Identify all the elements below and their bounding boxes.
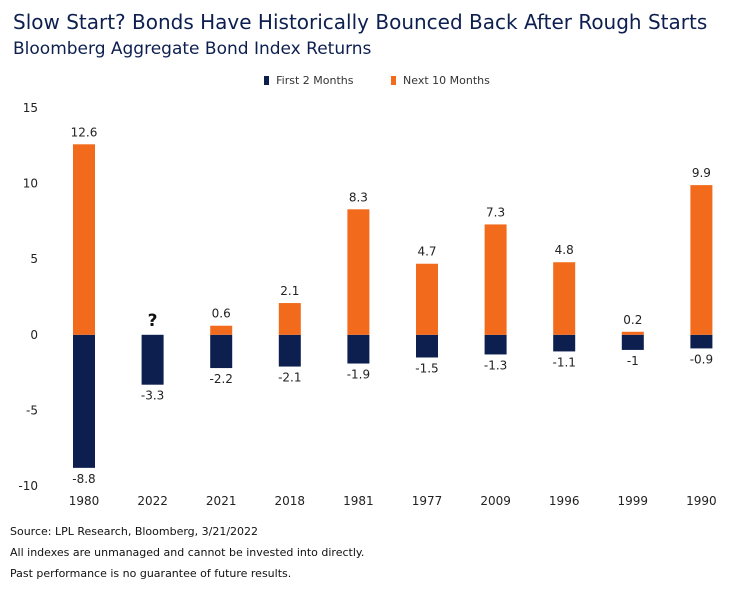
data-label-first-2-months: -1.1 bbox=[552, 355, 575, 369]
bar-next-10-months bbox=[347, 209, 370, 335]
y-tick-label: 10 bbox=[23, 177, 38, 191]
chart-subtitle: Bloomberg Aggregate Bond Index Returns bbox=[13, 39, 372, 59]
y-tick-label: -5 bbox=[26, 403, 38, 417]
data-label-next-10-months: 12.6 bbox=[71, 125, 98, 139]
x-tick-label: 2022 bbox=[137, 494, 168, 508]
bar-next-10-months bbox=[278, 303, 301, 335]
legend-swatch-first-2-months bbox=[264, 76, 270, 85]
bar-chart: 15 10 5 0 -5 -10 -8.8 12.6 1980 -3.3? 2022 -2.2 0.6 2… bbox=[18, 101, 717, 508]
bar-first-2-months bbox=[347, 334, 370, 364]
data-label-unknown: ? bbox=[148, 311, 158, 331]
x-tick-label: 2018 bbox=[275, 494, 306, 508]
bar-first-2-months bbox=[278, 334, 301, 367]
x-tick-label: 1999 bbox=[618, 494, 649, 508]
y-tick-label: -10 bbox=[18, 479, 38, 493]
x-tick-label: 1981 bbox=[343, 494, 374, 508]
data-label-next-10-months: 0.6 bbox=[212, 307, 231, 321]
data-label-first-2-months: -2.2 bbox=[209, 372, 232, 386]
data-label-first-2-months: -1 bbox=[627, 354, 639, 368]
x-tick-label: 1977 bbox=[412, 494, 443, 508]
bar-next-10-months bbox=[416, 263, 438, 335]
bar-first-2-months bbox=[416, 334, 438, 358]
data-label-first-2-months: -8.8 bbox=[72, 472, 95, 486]
bar-first-2-months bbox=[690, 334, 713, 349]
legend-item-next-10-months: Next 10 Months bbox=[391, 74, 490, 87]
bar-next-10-months bbox=[553, 262, 576, 335]
bar-next-10-months bbox=[210, 325, 233, 335]
x-tick-label: 2021 bbox=[206, 494, 237, 508]
legend-label-next-10-months: Next 10 Months bbox=[403, 74, 490, 87]
bar-first-2-months bbox=[141, 334, 164, 385]
data-label-next-10-months: 4.8 bbox=[555, 243, 574, 257]
data-label-next-10-months: 8.3 bbox=[349, 190, 368, 204]
performance-note: Past performance is no guarantee of futu… bbox=[10, 567, 292, 580]
bar-first-2-months bbox=[73, 334, 95, 468]
data-label-next-10-months: 4.7 bbox=[417, 245, 436, 259]
x-tick-label: 1996 bbox=[549, 494, 580, 508]
data-label-first-2-months: -1.3 bbox=[484, 358, 507, 372]
chart-title: Slow Start? Bonds Have Historically Boun… bbox=[13, 10, 708, 34]
legend-swatch-next-10-months bbox=[391, 76, 397, 85]
chart-legend: First 2 Months Next 10 Months bbox=[0, 74, 754, 88]
bar-next-10-months bbox=[621, 331, 644, 335]
x-tick-label: 1990 bbox=[686, 494, 717, 508]
data-label-first-2-months: -0.9 bbox=[690, 352, 713, 366]
x-tick-label: 1980 bbox=[69, 494, 100, 508]
data-label-first-2-months: -1.5 bbox=[415, 361, 438, 375]
data-label-first-2-months: -3.3 bbox=[141, 389, 164, 403]
bar-next-10-months bbox=[690, 185, 713, 335]
bar-next-10-months bbox=[73, 144, 95, 335]
data-label-next-10-months: 9.9 bbox=[692, 166, 711, 180]
y-tick-label: 15 bbox=[23, 101, 38, 115]
y-tick-label: 5 bbox=[30, 252, 38, 266]
x-tick-label: 2009 bbox=[480, 494, 511, 508]
legend-label-first-2-months: First 2 Months bbox=[276, 74, 354, 87]
bar-first-2-months bbox=[210, 334, 233, 369]
data-label-first-2-months: -2.1 bbox=[278, 371, 301, 385]
data-label-next-10-months: 7.3 bbox=[486, 205, 505, 219]
disclaimer-note: All indexes are unmanaged and cannot be … bbox=[10, 546, 365, 559]
bar-first-2-months bbox=[484, 334, 507, 355]
legend-item-first-2-months: First 2 Months bbox=[264, 74, 354, 87]
y-tick-label: 0 bbox=[30, 328, 38, 342]
source-note: Source: LPL Research, Bloomberg, 3/21/20… bbox=[10, 525, 259, 538]
bar-first-2-months bbox=[553, 334, 576, 352]
data-label-next-10-months: 2.1 bbox=[280, 284, 299, 298]
data-label-next-10-months: 0.2 bbox=[623, 313, 642, 327]
bar-first-2-months bbox=[621, 334, 644, 350]
bar-next-10-months bbox=[484, 224, 507, 335]
data-label-first-2-months: -1.9 bbox=[347, 368, 370, 382]
